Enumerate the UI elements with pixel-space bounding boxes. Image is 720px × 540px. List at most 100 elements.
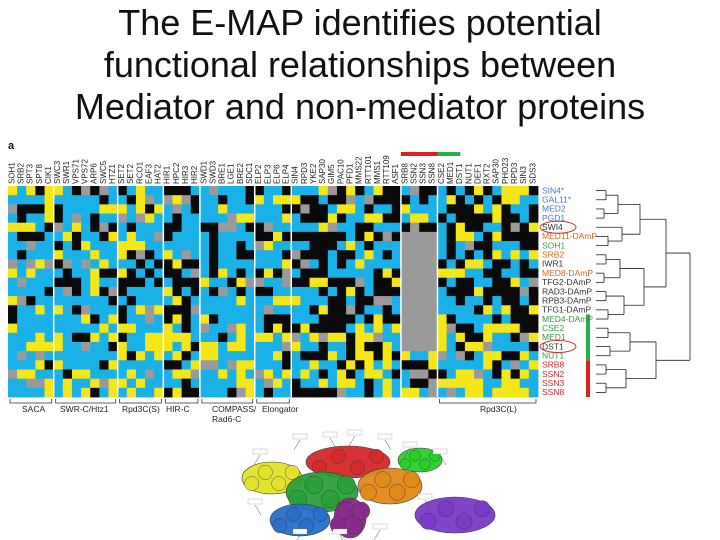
heatmap-cell (300, 259, 310, 269)
heatmap-cell (519, 360, 530, 370)
heatmap-cell (35, 314, 45, 324)
heatmap-cell (53, 369, 64, 380)
heatmap-cell (373, 305, 384, 315)
column-label: SIN3 (519, 166, 528, 184)
heatmap-cell (154, 277, 164, 288)
heatmap-cell (519, 296, 530, 306)
heatmap-cell (209, 332, 219, 343)
heatmap-cell (135, 305, 146, 315)
heatmap-cell (199, 387, 210, 398)
heatmap-cell (309, 341, 320, 352)
heatmap-cell (400, 369, 411, 380)
heatmap-cell (117, 314, 128, 324)
heatmap-cell (117, 268, 128, 279)
heatmap-cell (528, 250, 539, 260)
heatmap-cell (190, 323, 201, 334)
heatmap-cell (190, 369, 201, 380)
heatmap-cell (108, 250, 119, 260)
heatmap-cell (108, 231, 119, 242)
heatmap-cell (327, 296, 338, 306)
heatmap-cell (282, 378, 292, 389)
column-label: MMS1 (373, 160, 382, 184)
heatmap-cell (181, 332, 192, 343)
heatmap-cell (291, 222, 301, 233)
heatmap-cell (90, 369, 100, 380)
heatmap-cell (464, 186, 475, 196)
heatmap-cell (209, 323, 219, 334)
heatmap-cell (126, 250, 137, 260)
heatmap-cell (181, 378, 192, 389)
heatmap-cell (446, 323, 457, 334)
column-label: PAC10 (336, 159, 345, 184)
heatmap-cell (81, 360, 91, 370)
heatmap-cell (346, 195, 356, 205)
heatmap-cell (99, 277, 109, 288)
heatmap-cell (99, 231, 109, 242)
heatmap-cell (519, 186, 530, 196)
heatmap-cell (437, 323, 448, 334)
heatmap-cell (336, 241, 347, 251)
heatmap-cell (474, 204, 484, 214)
column-label: SRB8 (400, 163, 409, 184)
column-label: HPC2 (172, 162, 181, 184)
heatmap-cell (117, 296, 128, 306)
heatmap-cell (355, 305, 365, 315)
heatmap-cell (364, 314, 374, 324)
heatmap-cell (483, 222, 493, 233)
heatmap-cell (327, 195, 338, 205)
heatmap-cell (135, 360, 146, 370)
heatmap-cell (99, 341, 109, 352)
heatmap-cell (501, 387, 511, 398)
heatmap-cell (410, 360, 420, 370)
heatmap-cell (145, 268, 155, 279)
heatmap-cell (519, 369, 530, 380)
heatmap-cell (346, 323, 356, 334)
heatmap-cell (227, 222, 237, 233)
heatmap-cell (53, 351, 64, 361)
heatmap-cell (135, 231, 146, 242)
heatmap-cell (163, 387, 173, 398)
heatmap-cell (62, 314, 73, 324)
heatmap-cell (62, 305, 73, 315)
heatmap-cell (99, 195, 109, 205)
heatmap-cell (318, 305, 329, 315)
heatmap-cell (373, 277, 384, 288)
heatmap-cell (227, 341, 237, 352)
heatmap-cell (464, 268, 475, 279)
heatmap-cell (53, 241, 64, 251)
heatmap-cell (245, 305, 256, 315)
heatmap-cell (355, 268, 365, 279)
heatmap-cell (355, 222, 365, 233)
heatmap-cell (263, 241, 274, 251)
heatmap-cell (419, 341, 429, 352)
heatmap-cell (327, 231, 338, 242)
heatmap-cell (254, 286, 265, 297)
heatmap-cell (8, 204, 18, 214)
heatmap-cell (227, 387, 237, 398)
heatmap-cell (53, 286, 64, 297)
heatmap-cell (62, 277, 73, 288)
heatmap-cell (181, 213, 192, 224)
heatmap-cell (117, 231, 128, 242)
heatmap-cell (8, 195, 18, 205)
heatmap-cell (474, 186, 484, 196)
heatmap-cell (519, 259, 530, 269)
heatmap-cell (135, 387, 146, 398)
heatmap-cell (446, 341, 457, 352)
heatmap-cell (273, 186, 283, 196)
heatmap-cell (528, 213, 539, 224)
heatmap-cell (501, 259, 511, 269)
heatmap-cell (474, 305, 484, 315)
heatmap-cell (190, 332, 201, 343)
heatmap-cell (428, 323, 438, 334)
row-label: SWI4 (542, 222, 563, 232)
heatmap-cell (254, 351, 265, 361)
heatmap-cell (327, 360, 338, 370)
heatmap-cell (44, 341, 55, 352)
column-label: SET2 (126, 163, 135, 184)
heatmap-cell (391, 305, 402, 315)
heatmap-cell (44, 387, 55, 398)
heatmap-cell (410, 351, 420, 361)
module-subunit (351, 501, 370, 521)
heatmap-cell (53, 332, 64, 343)
